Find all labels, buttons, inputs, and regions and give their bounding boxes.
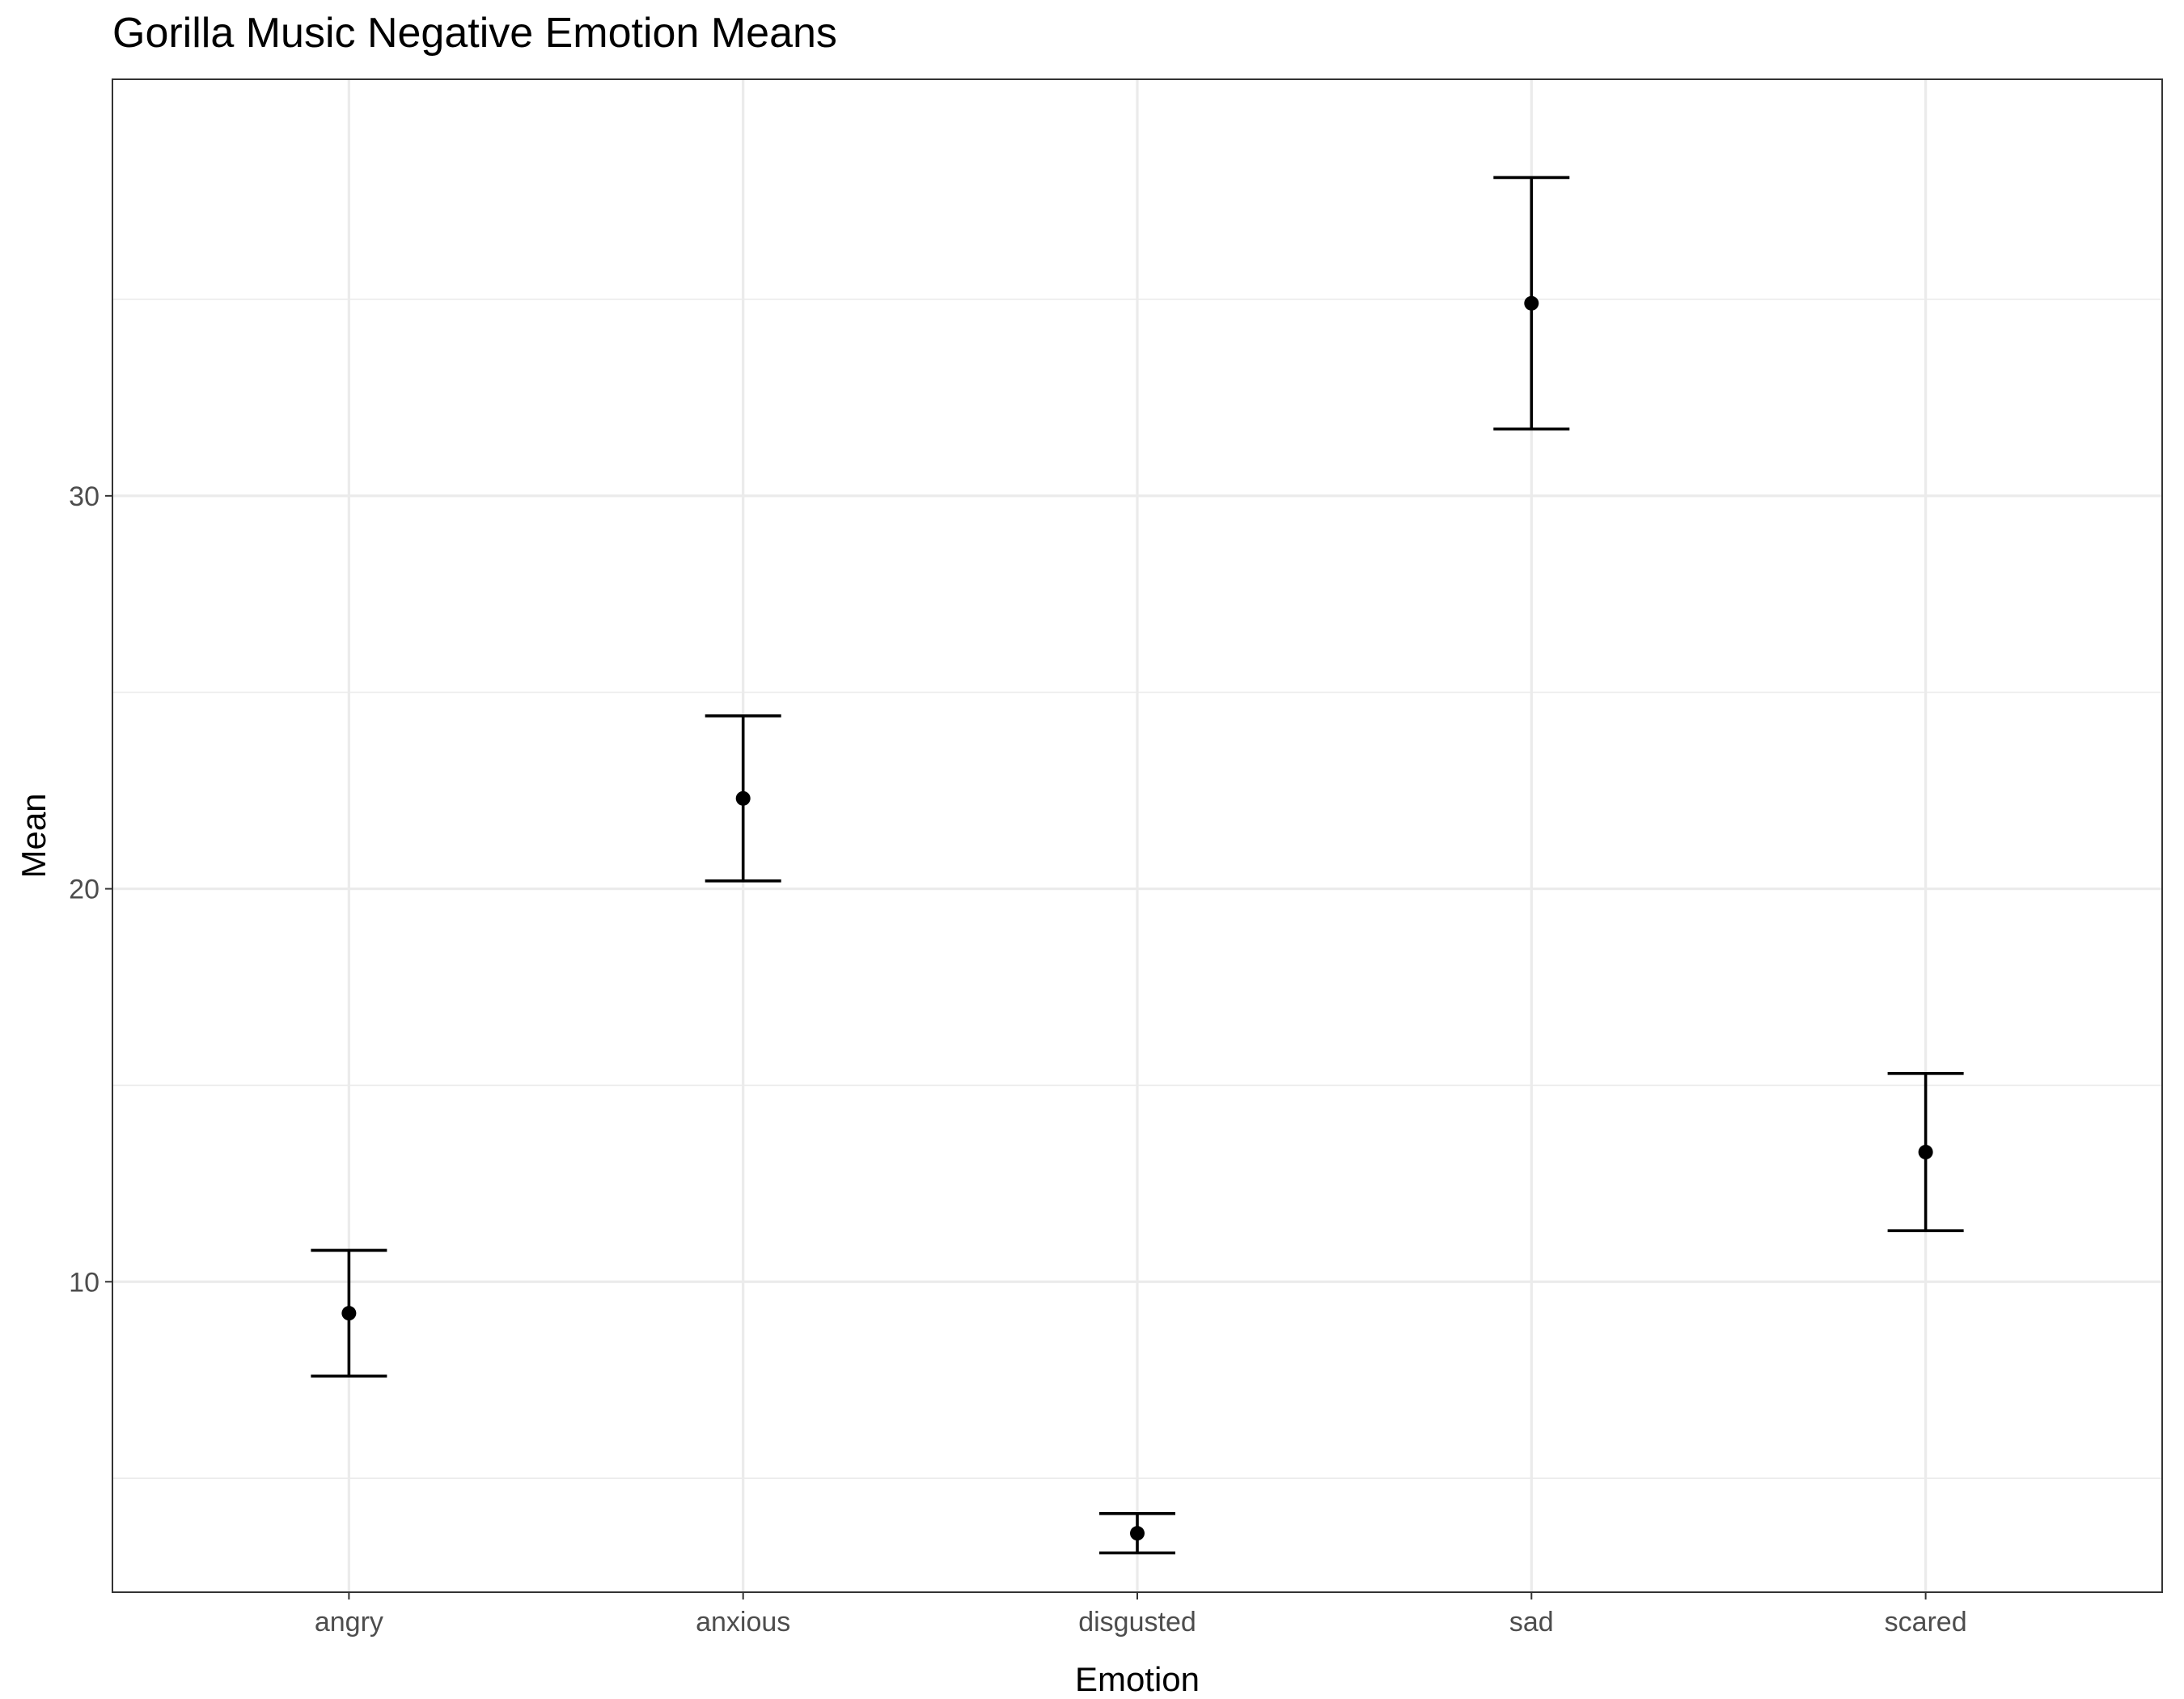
y-tick-label: 30 — [69, 481, 99, 512]
chart-title: Gorilla Music Negative Emotion Means — [112, 10, 837, 57]
axes: 10 20 30 angry anxious disgusted sad scared — [69, 481, 1966, 1638]
mean-point — [1524, 295, 1539, 311]
mean-point — [1130, 1526, 1145, 1541]
y-axis-title: Mean — [15, 793, 53, 878]
y-tick-label: 10 — [69, 1267, 99, 1298]
x-tick-label: anxious — [696, 1607, 790, 1638]
mean-point — [341, 1306, 357, 1321]
mean-point — [1918, 1145, 1933, 1159]
mean-point — [735, 790, 751, 806]
x-tick-label: disgusted — [1078, 1607, 1196, 1638]
y-tick-label: 20 — [69, 875, 99, 905]
x-tick-label: angry — [315, 1607, 383, 1638]
x-tick-label: sad — [1509, 1607, 1554, 1638]
data-marks — [311, 176, 1964, 1555]
x-tick-label: scared — [1885, 1607, 1967, 1638]
x-axis-title: Emotion — [1075, 1660, 1200, 1698]
